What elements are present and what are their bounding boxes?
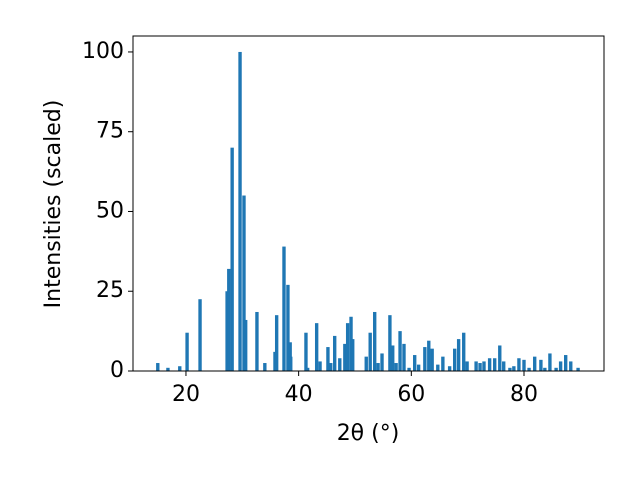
bar bbox=[563, 355, 568, 371]
x-tick-label: 20 bbox=[172, 382, 200, 407]
bar bbox=[343, 343, 347, 371]
bar bbox=[227, 268, 231, 371]
bar bbox=[478, 363, 482, 371]
bar bbox=[166, 367, 170, 371]
bar bbox=[242, 195, 246, 371]
bar bbox=[453, 348, 457, 371]
bar bbox=[527, 367, 531, 371]
bar bbox=[569, 361, 573, 371]
bar bbox=[373, 311, 377, 371]
bar bbox=[391, 345, 395, 371]
bar bbox=[178, 366, 182, 371]
bar bbox=[333, 335, 337, 371]
bar bbox=[413, 355, 417, 371]
bar bbox=[314, 323, 319, 371]
bar bbox=[263, 363, 267, 371]
bar bbox=[394, 363, 398, 371]
bar bbox=[198, 299, 202, 371]
bar bbox=[351, 339, 355, 371]
y-axis-label: Intensities (scaled) bbox=[41, 100, 66, 309]
bar bbox=[482, 361, 486, 371]
bar bbox=[243, 319, 248, 371]
bar bbox=[380, 353, 384, 371]
bar bbox=[576, 367, 580, 371]
bar bbox=[326, 347, 330, 371]
bar bbox=[474, 361, 478, 371]
bar bbox=[238, 51, 242, 371]
x-axis-label: 2θ (°) bbox=[337, 421, 400, 446]
bar bbox=[376, 363, 380, 371]
bar bbox=[398, 331, 402, 371]
bar bbox=[522, 359, 526, 371]
bar bbox=[465, 361, 469, 371]
plot-frame bbox=[132, 35, 605, 372]
bar bbox=[349, 316, 353, 371]
bar bbox=[304, 332, 308, 371]
bar bbox=[512, 366, 516, 371]
x-tick-label: 60 bbox=[397, 382, 425, 407]
bar bbox=[456, 339, 461, 371]
y-tick-label: 0 bbox=[110, 358, 124, 383]
x-tick-label: 80 bbox=[510, 382, 538, 407]
bar bbox=[493, 358, 497, 371]
bar bbox=[508, 367, 512, 371]
bar bbox=[543, 367, 547, 371]
bar bbox=[407, 367, 411, 371]
bar bbox=[487, 358, 492, 371]
bar bbox=[305, 367, 310, 371]
bar bbox=[441, 356, 445, 371]
bar bbox=[289, 356, 293, 371]
bar bbox=[368, 332, 372, 371]
bar bbox=[230, 147, 234, 371]
bar bbox=[539, 359, 543, 371]
bar bbox=[329, 363, 333, 371]
y-tick-label: 50 bbox=[96, 198, 124, 223]
bar bbox=[225, 291, 229, 371]
bar bbox=[436, 364, 440, 371]
bar bbox=[255, 311, 259, 371]
bar bbox=[274, 315, 279, 371]
bar bbox=[423, 347, 427, 371]
y-tick-label: 100 bbox=[82, 39, 124, 64]
bar bbox=[185, 332, 189, 371]
bar bbox=[533, 356, 537, 371]
bar bbox=[430, 348, 434, 371]
bar bbox=[388, 315, 392, 371]
y-tick-label: 25 bbox=[96, 278, 124, 303]
bar bbox=[402, 343, 406, 371]
bar bbox=[364, 356, 368, 371]
bar bbox=[548, 353, 552, 371]
bar bbox=[427, 340, 431, 371]
bar bbox=[318, 361, 322, 371]
bar bbox=[286, 284, 290, 371]
bar bbox=[338, 358, 342, 371]
bar bbox=[554, 367, 558, 371]
bar bbox=[462, 332, 466, 371]
x-tick-label: 40 bbox=[285, 382, 313, 407]
y-tick-label: 75 bbox=[96, 119, 124, 144]
bar bbox=[345, 323, 350, 371]
bar bbox=[498, 345, 502, 371]
bar bbox=[156, 363, 160, 371]
bar bbox=[517, 358, 521, 371]
bar bbox=[282, 246, 286, 371]
bar bbox=[447, 366, 452, 371]
bar bbox=[558, 361, 563, 371]
bar bbox=[416, 364, 421, 371]
bar bbox=[502, 361, 506, 371]
